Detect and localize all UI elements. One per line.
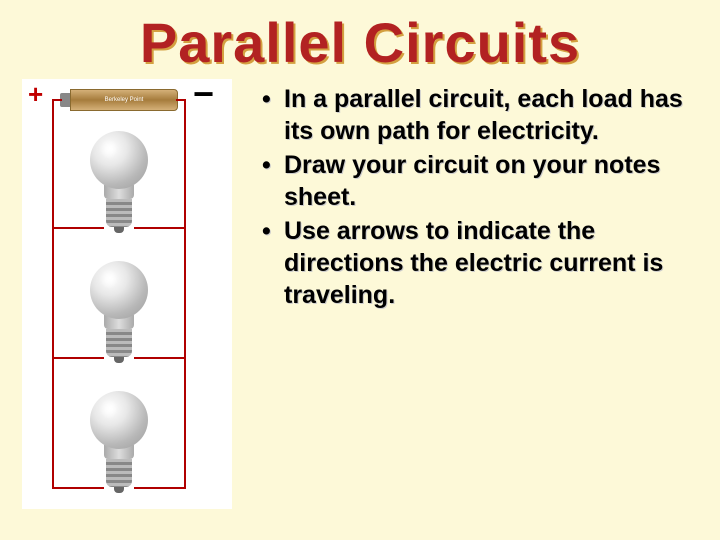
bulb-icon bbox=[88, 131, 150, 231]
wire-right bbox=[184, 99, 186, 489]
bulb-icon bbox=[88, 261, 150, 361]
content-row: + − Berkeley Point In a parallel circuit… bbox=[0, 79, 720, 509]
bullet-item: In a parallel circuit, each load has its… bbox=[260, 83, 690, 147]
battery-icon: Berkeley Point bbox=[60, 89, 178, 111]
battery-label: Berkeley Point bbox=[70, 89, 178, 111]
slide-title: Parallel Circuits bbox=[0, 0, 720, 75]
minus-terminal-icon: − bbox=[193, 73, 214, 115]
bullet-item: Draw your circuit on your notes sheet. bbox=[260, 149, 690, 213]
circuit-diagram: + − Berkeley Point bbox=[22, 79, 232, 509]
plus-terminal-icon: + bbox=[28, 79, 43, 110]
wire-top-left bbox=[52, 99, 62, 101]
bulb-icon bbox=[88, 391, 150, 491]
bullet-list: In a parallel circuit, each load has its… bbox=[260, 83, 690, 509]
bullet-item: Use arrows to indicate the directions th… bbox=[260, 215, 690, 311]
wire-top-right bbox=[176, 99, 186, 101]
wire-left bbox=[52, 99, 54, 489]
